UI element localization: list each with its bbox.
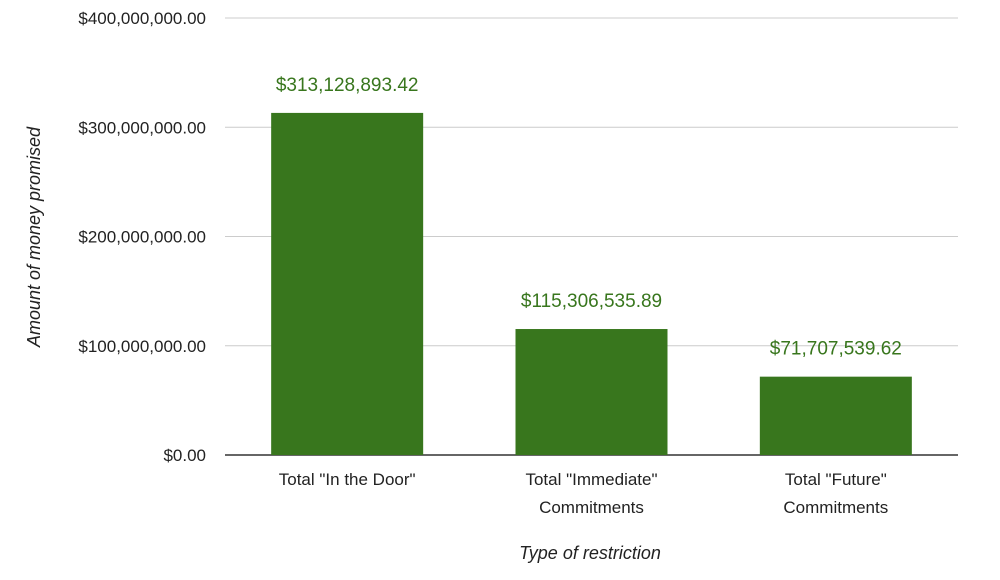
x-tick-label: Total "In the Door"	[279, 470, 416, 489]
bar	[759, 376, 912, 455]
y-axis-title: Amount of money promised	[24, 126, 44, 348]
bars	[271, 112, 912, 456]
data-label: $71,707,539.62	[770, 339, 902, 360]
x-tick-label: Commitments	[539, 498, 644, 517]
y-tick-label: $200,000,000.00	[78, 228, 206, 247]
data-label: $313,128,893.42	[276, 75, 419, 96]
bar	[271, 112, 424, 456]
x-tick-label: Total "Immediate"	[525, 470, 657, 489]
y-tick-label: $400,000,000.00	[78, 9, 206, 28]
data-label: $115,306,535.89	[521, 291, 662, 312]
x-tick-labels: Total "In the Door" Total "Immediate" Comm…	[279, 470, 889, 517]
y-tick-label: $300,000,000.00	[78, 118, 206, 137]
y-tick-label: $100,000,000.00	[78, 337, 206, 356]
bar	[515, 329, 668, 455]
data-labels: $313,128,893.42 $115,306,535.89 $71,707,53…	[276, 75, 902, 360]
y-tick-labels: $0.00 $100,000,000.00 $200,000,000.00 $300,…	[78, 9, 206, 465]
x-axis-title: Type of restriction	[519, 543, 661, 563]
x-tick-label: Total "Future"	[785, 470, 887, 489]
x-tick-label: Commitments	[783, 498, 888, 517]
y-tick-label: $0.00	[163, 446, 206, 465]
